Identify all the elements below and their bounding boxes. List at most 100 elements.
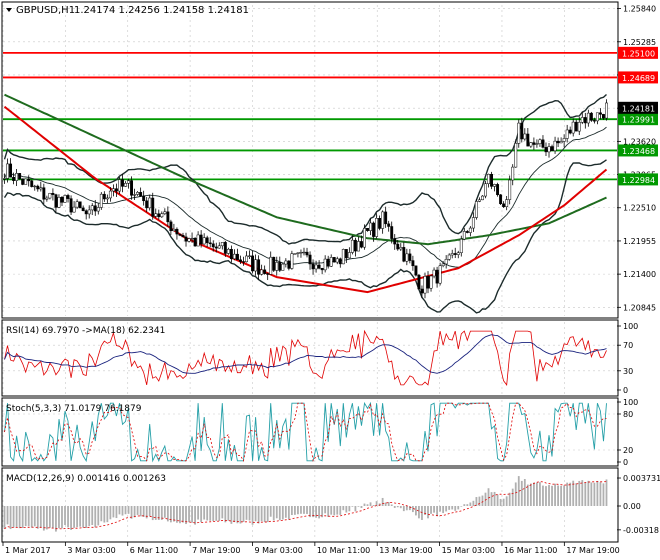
macd-histogram-bar (490, 492, 493, 506)
candle-body (111, 188, 115, 192)
candle-body (444, 259, 448, 265)
price-tick-label: 1.21400 (623, 270, 656, 279)
macd-histogram-bar (188, 506, 190, 523)
sub-tick-label: -0.00318 (623, 526, 659, 535)
macd-histogram-bar (418, 506, 420, 519)
macd-histogram-bar (269, 506, 272, 517)
macd-histogram-bar (163, 506, 166, 518)
macd-histogram-bar (481, 495, 484, 506)
candle-body (102, 193, 106, 200)
price-tick-label: 1.25840 (623, 5, 656, 14)
macd-histogram-bar (590, 482, 593, 506)
candle-body (251, 255, 255, 272)
candle-body (54, 194, 58, 208)
candle-body (269, 256, 273, 275)
candle-body (136, 192, 140, 195)
candle-body (441, 263, 445, 267)
macd-histogram-bar (160, 506, 163, 520)
price-level-tag (618, 46, 658, 59)
macd-histogram-bar (39, 506, 42, 528)
macd-histogram-bar (393, 506, 396, 508)
macd-histogram-bar (381, 497, 384, 506)
candle-body (211, 243, 215, 248)
macd-histogram-bar (94, 506, 97, 528)
macd-histogram-bar (124, 506, 127, 515)
candle-body (166, 211, 170, 223)
candle-body (281, 263, 285, 271)
candle-body (99, 193, 103, 208)
candle-body (311, 263, 315, 270)
bollinger-upper-line (3, 93, 607, 245)
price-level-tag-label: 1.24689 (622, 74, 655, 83)
sub-tick-label: 70 (623, 341, 633, 350)
candle-body (27, 178, 31, 182)
macd-histogram-bar (3, 506, 6, 529)
macd-histogram-bar (321, 506, 324, 518)
rsi-title: RSI(14) 69.7970 ->MA(18) 62.2341 (6, 326, 165, 336)
candle-body (284, 260, 288, 265)
candle-body (372, 222, 376, 237)
macd-histogram-bar (605, 479, 608, 506)
candle-body (235, 253, 239, 261)
candlesticks (3, 99, 608, 299)
candle-body (571, 121, 575, 134)
bollinger-lower-line (3, 159, 607, 314)
candle-body (595, 112, 599, 122)
macd-histogram-bar (569, 482, 572, 506)
macd-histogram-bar (366, 504, 369, 506)
candle-body (574, 121, 578, 132)
candle-body (447, 254, 451, 260)
candle-body (151, 197, 155, 217)
macd-histogram-bar (372, 505, 375, 506)
macd-histogram-bar (82, 506, 85, 528)
candle-body (232, 253, 236, 260)
candle-body (30, 180, 34, 187)
macd-histogram-bar (284, 506, 287, 518)
price-pane-frame (1, 1, 619, 319)
macd-histogram-bar (348, 506, 351, 512)
macd-histogram-bar (560, 485, 563, 506)
macd-histogram-bar (233, 506, 236, 523)
symbol-label: GBPUSD,H1 (16, 5, 75, 16)
macd-histogram-bar (548, 484, 550, 506)
candle-body (208, 242, 212, 245)
macd-histogram-bar (263, 506, 266, 523)
candle-body (411, 260, 415, 267)
candle-body (381, 211, 385, 229)
chart-menu-triangle-icon[interactable] (6, 8, 12, 12)
macd-histogram-bar (575, 483, 578, 506)
candle-body (547, 146, 551, 153)
ma-green-line (4, 93, 607, 246)
macd-histogram-bar (578, 480, 581, 506)
candle-body (592, 120, 596, 122)
candle-body (323, 258, 327, 271)
macd-histogram-bar (97, 506, 100, 526)
macd-histogram-bar (351, 506, 354, 507)
macd-histogram-bar (30, 506, 33, 528)
macd-histogram-bar (173, 506, 175, 522)
macd-histogram-bar (581, 480, 584, 506)
macd-histogram-bar (272, 506, 275, 521)
macd-histogram-bar (402, 506, 405, 512)
macd-histogram-bar (399, 506, 402, 509)
candle-body (586, 112, 590, 124)
macd-histogram-bar (436, 506, 438, 517)
candle-body (178, 233, 182, 236)
macd-histogram-bar (411, 506, 414, 513)
price-level-tag (618, 173, 658, 186)
macd-histogram-bar (236, 506, 239, 524)
macd-histogram-bar (64, 506, 66, 526)
x-tick-label: 17 Mar 19:00 (566, 546, 619, 555)
candle-body (459, 238, 463, 253)
candle-body (568, 129, 572, 134)
candle-body (360, 241, 363, 248)
x-tick-label: 10 Mar 11:00 (317, 546, 370, 555)
candle-body (87, 209, 91, 215)
macd-histogram-bar (112, 506, 115, 518)
macd-histogram-bar (508, 492, 511, 506)
macd-histogram-bar (85, 506, 88, 528)
price-level-tag (618, 113, 658, 126)
candle-body (393, 238, 397, 245)
price-level-tag-label: 1.23991 (622, 116, 655, 125)
